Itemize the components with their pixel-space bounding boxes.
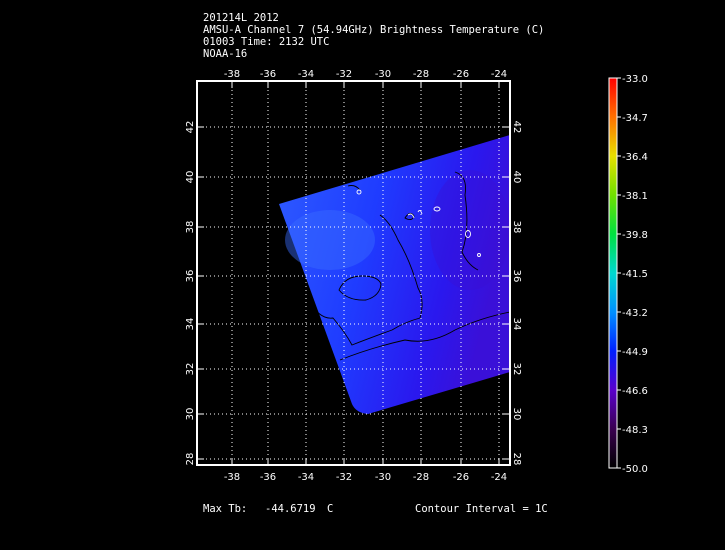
lon-label: -26	[453, 69, 469, 80]
lat-label: 40	[185, 171, 196, 184]
brightness-swath	[279, 135, 510, 414]
lat-label: 34	[511, 318, 522, 331]
lon-label: -32	[336, 472, 352, 483]
lat-label: 38	[511, 221, 522, 234]
colorbar-label: -38.1	[622, 191, 648, 202]
axis-ticks	[197, 81, 510, 465]
lat-label: 30	[185, 408, 196, 421]
max-tb-value: -44.6719	[265, 503, 316, 515]
lat-label: 28	[185, 453, 196, 466]
lat-label: 28	[511, 453, 522, 466]
title-line-2: AMSU-A Channel 7 (54.94GHz) Brightness T…	[203, 24, 545, 36]
contour-interval: Contour Interval = 1C	[415, 503, 548, 515]
lon-label: -30	[375, 472, 391, 483]
lon-label: -26	[453, 472, 469, 483]
colorbar-label: -39.8	[622, 230, 648, 241]
lon-label: -38	[224, 472, 240, 483]
colorbar	[608, 77, 618, 469]
lon-labels-top: -38 -36 -34 -32 -30 -28 -26 -24	[224, 69, 507, 80]
lon-labels-bottom: -38 -36 -34 -32 -30 -28 -26 -24	[224, 472, 507, 483]
lon-label: -28	[413, 69, 429, 80]
lat-label: 34	[185, 318, 196, 331]
lon-label: -34	[298, 472, 314, 483]
lat-label: 32	[185, 363, 196, 376]
contour-highlights	[356, 189, 481, 257]
title-line-1: 201214L 2012	[203, 12, 279, 24]
title-line-3: 01003 Time: 2132 UTC	[203, 36, 330, 48]
swath-warm-area	[285, 210, 375, 270]
colorbar-label: -50.0	[622, 464, 648, 475]
max-tb-label: Max Tb:	[203, 503, 248, 515]
lon-label: -34	[298, 69, 314, 80]
colorbar-label: -34.7	[622, 113, 648, 124]
lon-label: -24	[491, 472, 507, 483]
colorbar-label: -41.5	[622, 269, 648, 280]
lat-label: 32	[511, 363, 522, 376]
lon-label: -32	[336, 69, 352, 80]
lat-label: 38	[185, 221, 196, 234]
lon-label: -30	[375, 69, 391, 80]
lon-label: -24	[491, 69, 507, 80]
colorbar-ticks	[617, 77, 621, 469]
lat-label: 42	[185, 121, 196, 134]
colorbar-label: -44.9	[622, 347, 648, 358]
colorbar-label: -36.4	[622, 152, 648, 163]
max-tb-unit: C	[327, 503, 334, 515]
lon-label: -36	[260, 472, 276, 483]
colorbar-label: -48.3	[622, 425, 648, 436]
swath-cold-area	[430, 170, 510, 290]
colorbar-label: -43.2	[622, 308, 648, 319]
lon-label: -36	[260, 69, 276, 80]
lat-label: 36	[185, 270, 196, 283]
colorbar-labels: -33.0 -34.7 -36.4 -38.1 -39.8 -41.5 -43.…	[622, 74, 648, 475]
lat-label: 30	[511, 408, 522, 421]
lat-labels-right: 28 30 32 34 36 38 40 42	[511, 121, 522, 466]
lat-label: 40	[511, 171, 522, 184]
title-line-4: NOAA-16	[203, 48, 248, 60]
colorbar-label: -46.6	[622, 386, 648, 397]
swath-fill	[279, 135, 510, 414]
lon-label: -28	[413, 472, 429, 483]
map-frame	[196, 80, 511, 466]
lon-label: -38	[224, 69, 240, 80]
lat-labels-left: 28 30 32 34 36 38 40 42	[185, 121, 196, 466]
lat-label: 36	[511, 270, 522, 283]
colorbar-label: -33.0	[622, 74, 648, 85]
lat-label: 42	[511, 121, 522, 134]
